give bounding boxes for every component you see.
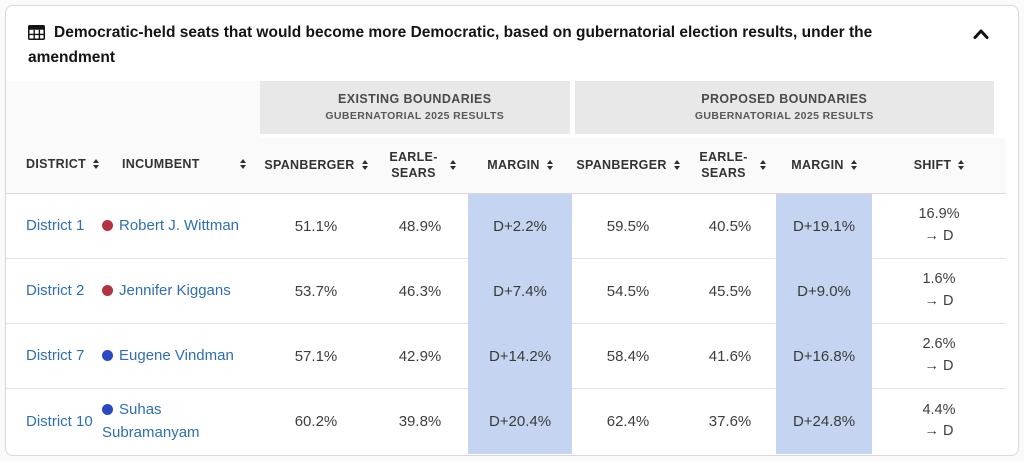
spanberger-existing-cell: 57.1% [260,323,372,389]
party-dot-icon [102,350,113,362]
table-row: District 10 Suhas Subramanyam 60.2% 39.8… [6,388,1006,454]
incumbent-cell: Eugene Vindman [102,323,260,389]
incumbent-link[interactable]: Jennifer Kiggans [102,279,231,302]
group-proposed-sublabel: GUBERNATORIAL 2025 RESULTS [694,110,874,123]
spanberger-existing-cell: 51.1% [294,217,338,235]
sort-icon[interactable] [673,160,680,171]
column-header-earle-sears-proposed[interactable]: EARLE-SEARS [684,135,777,195]
sort-icon[interactable] [449,160,456,171]
margin-existing-cell: D+7.4% [468,258,573,324]
sort-icon[interactable] [546,160,553,171]
district-cell: District 2 [6,258,102,324]
earle-sears-proposed-cell: 41.6% [684,323,777,389]
spanberger-existing-cell: 60.2% [260,388,372,454]
district-cell: District 10 [6,388,102,454]
earle-sears-existing-cell: 42.9% [372,323,468,389]
shift-cell: 2.6% → D [872,323,1006,389]
earle-sears-existing-cell: 46.3% [372,258,468,324]
group-existing-boundaries: EXISTING BOUNDARIES GUBERNATORIAL 2025 R… [260,80,573,138]
sort-icon[interactable] [93,159,100,170]
shift-cell: 1.6% → D [872,258,1006,324]
incumbent-cell: Suhas Subramanyam [102,388,260,454]
incumbent-link[interactable]: Robert J. Wittman [102,214,239,237]
district-link[interactable]: District 1 [26,217,85,235]
incumbent-link[interactable]: Eugene Vindman [102,344,234,367]
group-header-spacer [6,80,260,136]
column-header-margin-existing[interactable]: MARGIN [468,135,573,195]
table-row: District 1 Robert J. Wittman 51.1% 48.9%… [6,193,1006,259]
district-cell: District 1 [6,194,102,259]
group-header-row: EXISTING BOUNDARIES GUBERNATORIAL 2025 R… [6,80,1018,138]
column-header-margin-proposed[interactable]: MARGIN [776,135,873,195]
group-existing-sublabel: GUBERNATORIAL 2025 RESULTS [325,110,505,123]
column-header-spanberger-existing[interactable]: SPANBERGER [260,135,372,195]
incumbent-cell: Robert J. Wittman [102,194,260,259]
district-link[interactable]: District 10 [26,412,93,430]
spanberger-proposed-cell: 62.4% [572,388,685,454]
table-row: District 7 Eugene Vindman 57.1% 42.9% D+… [6,323,1006,389]
chevron-up-icon [971,29,991,44]
district-cell: District 7 [6,323,102,389]
card-title: Democratic-held seats that would become … [28,24,873,66]
spanberger-proposed-cell: 58.4% [572,323,685,389]
group-existing-label: EXISTING BOUNDARIES [338,92,492,107]
earle-sears-existing-cell: 39.8% [372,388,468,454]
district-link[interactable]: District 7 [26,347,85,365]
spanberger-proposed-cell: 59.5% [606,217,650,235]
margin-proposed-cell: D+9.0% [776,258,873,324]
spanberger-existing-cell: 53.7% [260,258,372,324]
table-icon [28,25,45,45]
margin-proposed-cell: D+24.8% [776,388,873,454]
shift-cell: 16.9% → D [918,206,960,245]
column-header-spanberger-proposed[interactable]: SPANBERGER [572,135,685,195]
column-header-row: DISTRICT INCUMBENT SPANBERGER [6,135,1006,195]
margin-proposed-cell: D+16.8% [776,323,873,389]
column-header-incumbent[interactable]: INCUMBENT [102,135,260,195]
column-header-shift[interactable]: SHIFT [872,135,1006,195]
column-header-earle-sears-existing[interactable]: EARLE-SEARS [372,135,468,195]
margin-existing-cell: D+2.2% [468,193,573,259]
table-row: District 2 Jennifer Kiggans 53.7% 46.3% … [6,258,1006,324]
results-table-card: Democratic-held seats that would become … [5,5,1019,456]
earle-sears-proposed-cell: 45.5% [684,258,777,324]
party-dot-icon [102,220,113,232]
results-table: EXISTING BOUNDARIES GUBERNATORIAL 2025 R… [6,80,1018,454]
sort-icon[interactable] [240,159,246,170]
spanberger-proposed-cell: 54.5% [572,258,685,324]
district-link[interactable]: District 2 [26,282,85,300]
sort-icon[interactable] [361,160,368,171]
earle-sears-proposed-cell: 40.5% [708,217,752,235]
incumbent-cell: Jennifer Kiggans [102,258,260,324]
party-dot-icon [102,285,113,297]
margin-existing-cell: D+14.2% [468,323,573,389]
margin-existing-cell: D+20.4% [468,388,573,454]
incumbent-link[interactable]: Suhas Subramanyam [102,401,200,442]
party-dot-icon [102,404,113,416]
collapse-button[interactable] [968,22,994,48]
column-header-district[interactable]: DISTRICT [6,135,102,195]
earle-sears-existing-cell: 48.9% [398,217,442,235]
sort-icon[interactable] [850,160,857,171]
card-header: Democratic-held seats that would become … [6,6,1018,77]
sort-icon[interactable] [958,160,965,171]
sort-icon[interactable] [759,160,766,171]
shift-cell: 4.4% → D [872,388,1006,454]
group-proposed-boundaries: PROPOSED BOUNDARIES GUBERNATORIAL 2025 R… [569,80,1018,138]
group-proposed-label: PROPOSED BOUNDARIES [701,92,868,107]
earle-sears-proposed-cell: 37.6% [684,388,777,454]
margin-proposed-cell: D+19.1% [776,193,873,259]
